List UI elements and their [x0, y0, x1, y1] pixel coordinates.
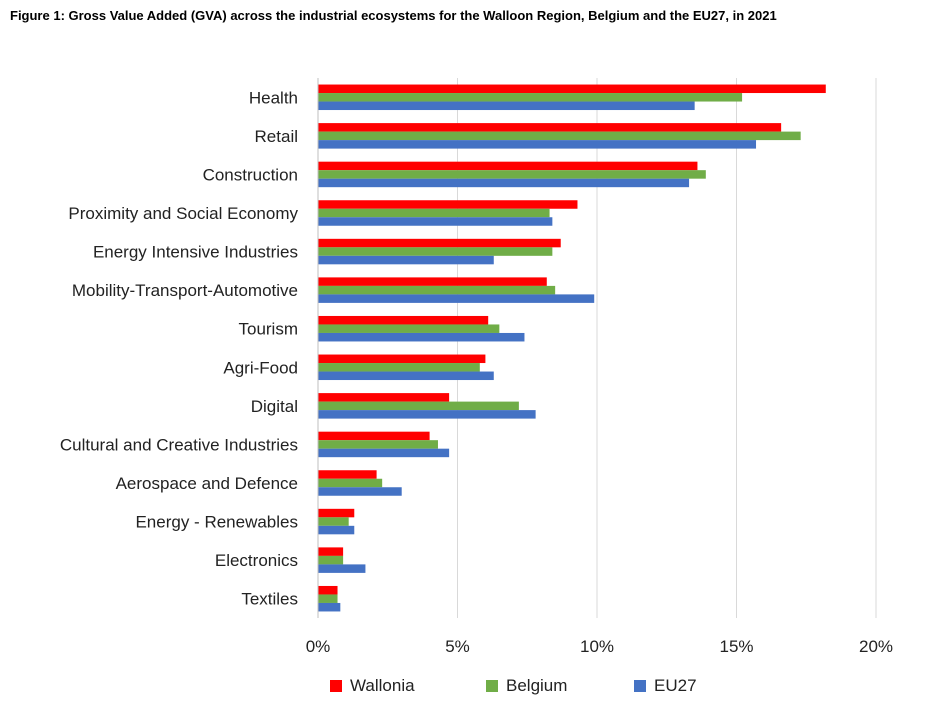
bar-eu27-7 — [318, 371, 494, 381]
bar-belgium-0 — [318, 93, 743, 102]
legend-swatch-wallonia — [330, 680, 342, 692]
bar-eu27-4 — [318, 255, 494, 265]
legend-swatch-belgium — [486, 680, 498, 692]
bar-belgium-11 — [318, 517, 349, 526]
grid-layer — [457, 78, 877, 618]
bar-wallonia-8 — [318, 393, 450, 402]
legend-item-wallonia: Wallonia — [330, 676, 415, 696]
bar-wallonia-4 — [318, 238, 561, 248]
bar-eu27-5 — [318, 294, 595, 303]
bar-wallonia-0 — [318, 84, 826, 94]
legend-label-belgium: Belgium — [506, 676, 568, 695]
bar-wallonia-6 — [318, 315, 489, 325]
bar-belgium-10 — [318, 478, 383, 488]
legend-label-eu27: EU27 — [654, 676, 697, 695]
category-label-0: Health — [249, 88, 298, 107]
bar-belgium-6 — [318, 324, 500, 333]
legend: Wallonia Belgium EU27 — [0, 676, 928, 696]
bar-eu27-0 — [318, 101, 695, 111]
bar-eu27-3 — [318, 217, 553, 226]
tick-label-3: 15% — [719, 637, 753, 656]
bar-eu27-2 — [318, 178, 690, 188]
category-label-4: Energy Intensive Industries — [93, 243, 298, 262]
bar-eu27-12 — [318, 564, 366, 573]
bar-wallonia-5 — [318, 277, 547, 286]
bar-wallonia-9 — [318, 431, 430, 441]
chart-title: Figure 1: Gross Value Added (GVA) across… — [10, 8, 777, 23]
category-label-10: Aerospace and Defence — [116, 474, 298, 493]
legend-label-wallonia: Wallonia — [350, 676, 415, 695]
bar-belgium-13 — [318, 594, 338, 603]
legend-swatch-eu27 — [634, 680, 646, 692]
bar-belgium-12 — [318, 555, 344, 565]
bar-belgium-3 — [318, 208, 550, 218]
category-label-3: Proximity and Social Economy — [68, 204, 298, 223]
bar-eu27-1 — [318, 140, 757, 149]
category-label-12: Electronics — [215, 551, 298, 570]
bar-eu27-8 — [318, 410, 536, 419]
category-label-2: Construction — [203, 165, 298, 184]
category-label-1: Retail — [255, 127, 298, 146]
tick-label-2: 10% — [580, 637, 614, 656]
bar-eu27-10 — [318, 487, 402, 496]
category-label-7: Agri-Food — [223, 358, 298, 377]
bar-wallonia-13 — [318, 585, 338, 595]
bar-belgium-4 — [318, 247, 553, 256]
category-label-5: Mobility-Transport-Automotive — [72, 281, 298, 300]
bar-eu27-9 — [318, 448, 450, 458]
bar-wallonia-7 — [318, 354, 486, 364]
bar-eu27-6 — [318, 332, 525, 342]
bar-wallonia-10 — [318, 470, 377, 479]
bar-belgium-5 — [318, 285, 556, 295]
bar-wallonia-3 — [318, 200, 578, 209]
bar-belgium-2 — [318, 170, 706, 179]
category-label-8: Digital — [251, 397, 298, 416]
tick-label-layer: 0% 5% 10% 15% 20% — [306, 637, 893, 656]
category-label-layer: Health Retail Construction Proximity and So… — [60, 88, 299, 608]
category-label-13: Textiles — [241, 590, 298, 609]
category-label-6: Tourism — [238, 320, 298, 339]
bar-wallonia-1 — [318, 123, 782, 132]
category-label-9: Cultural and Creative Industries — [60, 435, 298, 454]
tick-label-4: 20% — [859, 637, 893, 656]
legend-item-belgium: Belgium — [486, 676, 567, 696]
bar-eu27-13 — [318, 602, 341, 612]
bar-wallonia-2 — [318, 161, 698, 171]
legend-item-eu27: EU27 — [634, 676, 697, 696]
bar-belgium-7 — [318, 363, 480, 372]
bar-wallonia-12 — [318, 547, 344, 556]
tick-label-1: 5% — [445, 637, 470, 656]
bar-wallonia-11 — [318, 508, 355, 518]
bar-belgium-8 — [318, 401, 519, 411]
bar-belgium-9 — [318, 440, 438, 449]
tick-label-0: 0% — [306, 637, 331, 656]
bar-belgium-1 — [318, 131, 801, 141]
bar-layer — [318, 84, 826, 612]
bar-eu27-11 — [318, 525, 355, 535]
category-label-11: Energy - Renewables — [135, 513, 298, 532]
